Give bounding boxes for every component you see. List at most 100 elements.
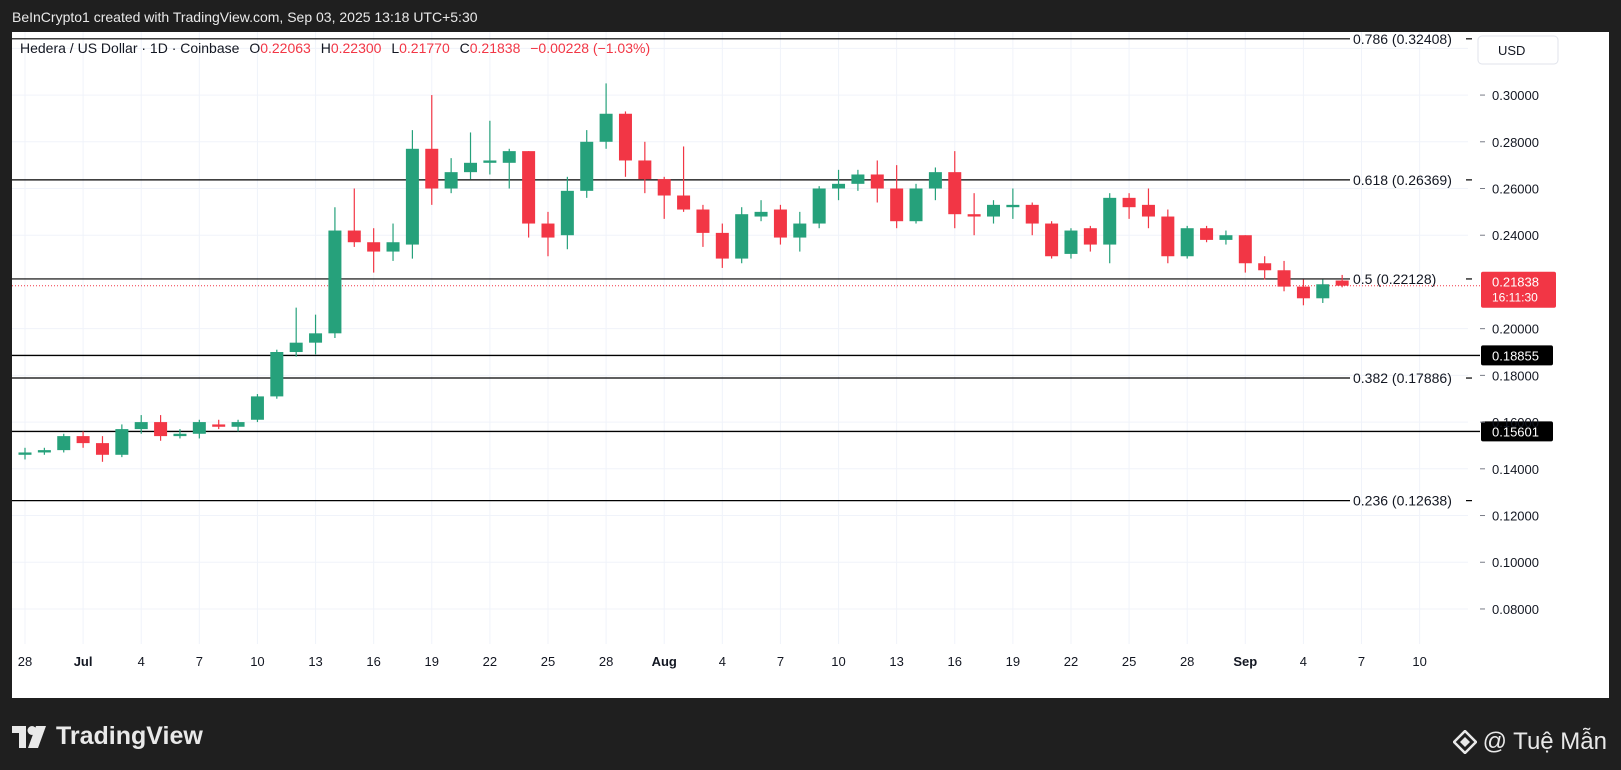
candle-down xyxy=(967,193,981,236)
candle-down xyxy=(1141,188,1155,229)
candle-down xyxy=(76,431,90,448)
candle-down xyxy=(1025,202,1039,236)
y-tick-label: 0.18000 xyxy=(1492,368,1539,383)
candle-up xyxy=(832,169,846,201)
candle-up xyxy=(1103,193,1117,264)
candle-up xyxy=(309,314,323,355)
candle-down xyxy=(425,95,439,205)
candle-down xyxy=(657,176,671,219)
svg-text:Hedera / US Dollar · 1D · Coin: Hedera / US Dollar · 1D · Coinbase O0.22… xyxy=(20,40,650,56)
candle-down xyxy=(618,111,632,177)
price-axis: 0.320000.300000.280000.260000.240000.200… xyxy=(1480,41,1556,617)
legend-low-value: 0.21770 xyxy=(399,40,450,56)
currency-label: USD xyxy=(1498,43,1525,58)
y-tick-label: 0.16000 xyxy=(1492,415,1539,430)
x-tick-label: 10 xyxy=(250,654,264,669)
candle-down xyxy=(1200,225,1214,243)
y-tick-label: 0.30000 xyxy=(1492,88,1539,103)
x-tick-label: 10 xyxy=(831,654,845,669)
x-tick-label: 19 xyxy=(1006,654,1020,669)
candle-down xyxy=(212,419,226,430)
candle-down xyxy=(1045,221,1059,259)
candle-body xyxy=(57,436,71,451)
candle-down xyxy=(95,436,109,462)
candle-body xyxy=(1122,197,1136,208)
candle-down xyxy=(1161,209,1175,264)
candle-body xyxy=(793,223,807,238)
x-tick-label: 16 xyxy=(948,654,962,669)
ohlc-legend: Hedera / US Dollar · 1D · Coinbase O0.22… xyxy=(20,40,650,56)
x-tick-label: 22 xyxy=(483,654,497,669)
x-tick-label: 28 xyxy=(18,654,32,669)
candle-up xyxy=(444,158,458,194)
candle-up xyxy=(599,83,613,149)
legend-high-label: H xyxy=(321,40,331,56)
candle-body xyxy=(1238,235,1252,264)
candle-up xyxy=(1219,230,1233,245)
candle-body xyxy=(599,113,613,142)
candle-down xyxy=(870,160,884,203)
fib-level-label: 0.618 (0.26369) xyxy=(1353,172,1452,188)
candle-body xyxy=(870,174,884,189)
candle-body xyxy=(328,230,342,334)
candle-body xyxy=(212,424,226,427)
candle-down xyxy=(1258,256,1272,280)
candle-down xyxy=(890,165,904,229)
candle-body xyxy=(76,436,90,444)
candle-up xyxy=(57,433,71,453)
currency-button[interactable]: USD xyxy=(1477,35,1559,65)
candle-down xyxy=(948,151,962,229)
x-tick-label: 4 xyxy=(138,654,145,669)
horizontal-lines: 0.786 (0.32408) 0.618 (0.26369) 0.5 (0.221… xyxy=(12,31,1553,509)
candle-down xyxy=(715,223,729,268)
candle-body xyxy=(1316,284,1330,299)
x-tick-label: 19 xyxy=(425,654,439,669)
x-tick-label: 13 xyxy=(308,654,322,669)
candle-body xyxy=(1141,204,1155,217)
candle-body xyxy=(618,113,632,161)
candle-body xyxy=(386,242,400,252)
candle-body xyxy=(890,188,904,222)
legend-close-value: 0.21838 xyxy=(470,40,521,56)
y-tick-label: 0.14000 xyxy=(1492,462,1539,477)
candle-body xyxy=(832,183,846,189)
candle-body xyxy=(483,160,497,163)
y-tick-label: 0.26000 xyxy=(1492,182,1539,197)
legend-open-value: 0.22063 xyxy=(260,40,311,56)
x-tick-label: 25 xyxy=(1122,654,1136,669)
candle-up xyxy=(812,186,826,229)
candle-up xyxy=(231,419,245,432)
last-price-value: 0.21838 xyxy=(1492,275,1539,290)
candle-body xyxy=(309,333,323,343)
candle-body xyxy=(347,230,361,243)
candle-down xyxy=(638,141,652,194)
candle-body xyxy=(405,148,419,245)
candle-body xyxy=(715,232,729,259)
candle-body xyxy=(1180,228,1194,257)
candle-body xyxy=(522,151,536,224)
candle-up xyxy=(18,447,32,460)
tradingview-brand: TradingView xyxy=(56,722,203,750)
y-tick-label: 0.24000 xyxy=(1492,228,1539,243)
candle-body xyxy=(812,188,826,224)
candle-up xyxy=(793,211,807,252)
x-tick-label: Aug xyxy=(652,654,677,669)
x-tick-label: 25 xyxy=(541,654,555,669)
candle-body xyxy=(909,188,923,222)
candle-body xyxy=(580,141,594,191)
last-price-tag-bg xyxy=(1481,271,1556,308)
candle-down xyxy=(541,211,555,257)
candle-body xyxy=(250,396,264,420)
candle-up xyxy=(851,169,865,191)
price-chart[interactable]: 0.786 (0.32408) 0.618 (0.26369) 0.5 (0.221… xyxy=(12,31,1609,698)
legend-symbol: Hedera / US Dollar · 1D · Coinbase xyxy=(20,40,240,56)
candle-body xyxy=(541,223,555,238)
candle-body xyxy=(1083,228,1097,245)
candle-body xyxy=(1219,235,1233,240)
author-watermark: @ Tuệ Mẫn xyxy=(1452,728,1607,756)
chart-panel[interactable]: 0.786 (0.32408) 0.618 (0.26369) 0.5 (0.221… xyxy=(12,31,1609,698)
candle-up xyxy=(1180,225,1194,259)
candle-up xyxy=(1064,228,1078,259)
x-tick-label: Jul xyxy=(74,654,93,669)
